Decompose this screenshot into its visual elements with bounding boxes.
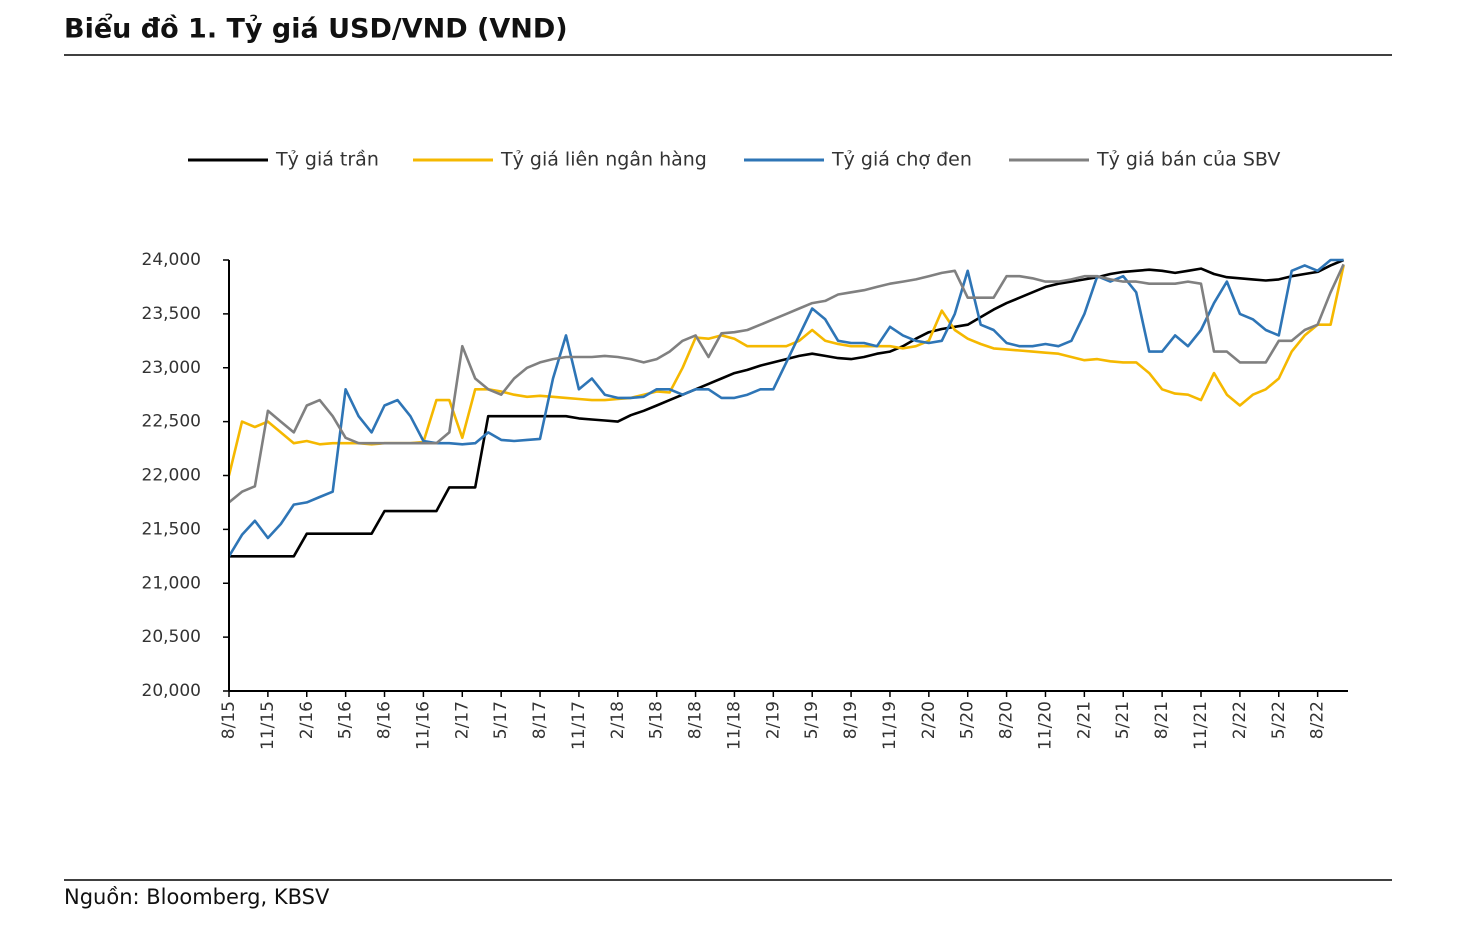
y-tick-label: 22,500	[142, 412, 201, 432]
x-tick-label: 8/15	[219, 701, 239, 739]
x-tick-label: 8/18	[686, 701, 706, 739]
y-tick-label: 20,000	[142, 681, 201, 701]
x-tick-label: 11/19	[880, 701, 900, 750]
x-tick-label: 5/22	[1269, 701, 1289, 739]
x-tick-label: 2/22	[1230, 701, 1250, 739]
series-line	[228, 263, 1345, 504]
legend-label: Tỷ giá chợ đen	[831, 149, 972, 171]
legend-label: Tỷ giá trần	[275, 149, 379, 171]
legend-label: Tỷ giá bán của SBV	[1096, 149, 1280, 171]
y-tick-label: 21,500	[142, 519, 201, 539]
x-tick-label: 11/16	[413, 701, 433, 750]
y-tick-label: 20,500	[142, 627, 201, 647]
series-line	[227, 258, 1344, 557]
x-tick-label: 11/17	[569, 701, 589, 750]
x-tick-label: 8/20	[997, 701, 1017, 739]
x-tick-label: 11/15	[258, 701, 278, 750]
x-tick-label: 5/16	[336, 701, 356, 739]
x-tick-label: 2/17	[452, 701, 472, 739]
x-tick-label: 5/21	[1113, 701, 1133, 739]
y-tick-label: 23,000	[142, 358, 201, 378]
x-tick-label: 8/21	[1152, 701, 1172, 739]
x-tick-label: 2/16	[297, 701, 317, 739]
y-tick-label: 23,500	[142, 304, 201, 324]
x-tick-label: 11/21	[1191, 701, 1211, 750]
x-tick-label: 5/20	[958, 701, 978, 739]
x-tick-label: 8/17	[530, 701, 550, 739]
y-tick-label: 24,000	[142, 250, 201, 270]
y-tick-label: 21,000	[142, 573, 201, 593]
x-tick-label: 2/18	[608, 701, 628, 739]
series-line	[229, 258, 1345, 558]
x-tick-label: 8/16	[375, 701, 395, 739]
x-tick-label: 8/19	[841, 701, 861, 739]
x-tick-label: 8/22	[1308, 701, 1328, 739]
x-tick-label: 5/19	[802, 701, 822, 739]
x-tick-label: 11/20	[1035, 701, 1055, 750]
x-tick-label: 5/17	[491, 701, 511, 739]
x-tick-label: 5/18	[647, 701, 667, 739]
source: Nguồn: Bloomberg, KBSV	[64, 885, 330, 909]
x-tick-label: 2/19	[763, 701, 783, 739]
x-tick-label: 11/18	[724, 701, 744, 750]
x-tick-label: 2/21	[1074, 701, 1094, 739]
legend-label: Tỷ giá liên ngân hàng	[500, 149, 707, 171]
x-tick-label: 2/20	[919, 701, 939, 739]
y-tick-label: 22,000	[142, 466, 201, 486]
chart-title: Biểu đồ 1. Tỷ giá USD/VND (VND)	[64, 12, 568, 45]
